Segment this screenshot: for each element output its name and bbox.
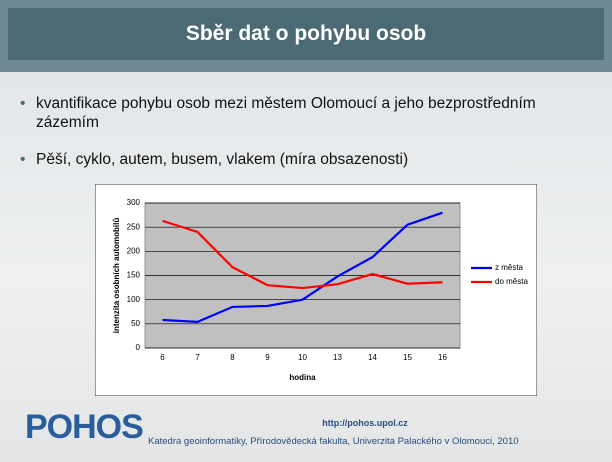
chart: 0 50 100 150 200 250 300 6 7 8 9 10 13 14 15 16 hodina in… [95,184,537,396]
url: http://pohos.upol.cz [300,418,430,428]
x-tick-label: 15 [403,353,412,362]
x-tick-label: 13 [333,353,342,362]
bullet-text: Pěší, cyklo, autem, busem, vlakem (míra … [36,150,580,169]
y-axis-label: intenzita osobních automobilů [112,218,121,334]
x-tick-label: 7 [195,353,200,362]
x-tick-label: 10 [298,353,307,362]
header: Sběr dat o pohybu osob [0,0,612,72]
y-tick-label: 150 [127,271,141,280]
x-tick-label: 14 [368,353,377,362]
title: Sběr dat o pohybu osob [8,8,604,60]
legend-label: z města [495,263,524,272]
x-axis-label: hodina [289,373,316,382]
y-tick-label: 300 [127,198,141,207]
slide: Sběr dat o pohybu osob •kvantifikace poh… [0,0,612,462]
x-tick-label: 9 [265,353,270,362]
affiliation: Katedra geoinformatiky, Přírodovědecká f… [148,436,519,447]
x-tick-label: 6 [160,353,165,362]
bullet: •kvantifikace pohybu osob mezi městem Ol… [20,94,580,132]
y-tick-label: 50 [131,319,140,328]
legend-label: do města [495,277,528,286]
x-tick-label: 8 [230,353,235,362]
y-tick-label: 250 [127,222,141,231]
y-tick-label: 200 [127,246,141,255]
logo: POHOS [25,408,143,447]
y-tick-label: 100 [127,295,141,304]
bullet-text: kvantifikace pohybu osob mezi městem Olo… [36,94,580,132]
x-tick-label: 16 [438,353,447,362]
y-tick-label: 0 [136,343,141,352]
bullet: •Pěší, cyklo, autem, busem, vlakem (míra… [20,150,580,169]
